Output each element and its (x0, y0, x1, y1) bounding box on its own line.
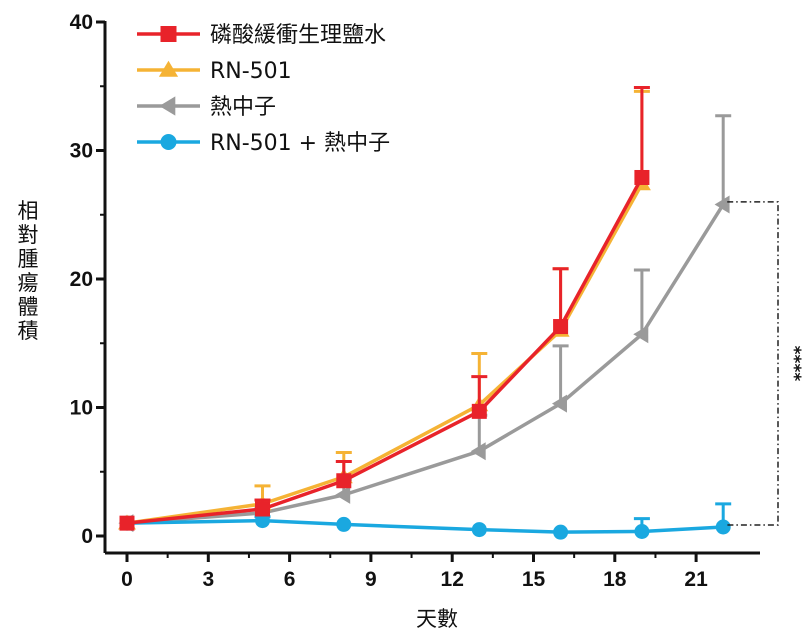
y-tick-label: 30 (70, 140, 93, 163)
data-point (715, 519, 731, 535)
x-axis-title: 天數 (416, 607, 458, 631)
data-point (255, 501, 270, 517)
x-tick-label: 3 (202, 568, 214, 591)
legend-label: RN-501 + 熱中子 (210, 131, 390, 156)
series-3 (119, 502, 732, 540)
legend-marker (160, 26, 177, 42)
x-tick-label: 0 (121, 568, 133, 591)
axes: 0 10 20 30 40 0 3 6 9 12 15 18 21 (70, 11, 760, 591)
legend-label: 磷酸緩衝生理鹽水 (210, 23, 386, 48)
data-point (471, 403, 487, 419)
data-point (335, 485, 351, 504)
data-point (714, 195, 730, 214)
y-tick-label: 10 (70, 397, 93, 420)
series-line (126, 203, 725, 525)
data-point (471, 522, 487, 538)
annotation-layer: **** (727, 201, 804, 526)
series-line (126, 183, 644, 525)
x-tick-label: 6 (284, 568, 296, 591)
legend-marker (160, 134, 177, 150)
legend-label: RN-501 (210, 59, 292, 84)
y-axis-title: 相對腫瘍體積 (18, 199, 39, 343)
x-tick-label: 9 (365, 568, 377, 591)
series-layer (118, 86, 732, 540)
legend-item: RN-501 (137, 59, 292, 84)
series-line (126, 176, 644, 525)
data-point (551, 394, 567, 413)
legend-label: 熱中子 (210, 95, 276, 120)
series-0 (119, 86, 650, 531)
data-point (119, 515, 135, 531)
x-tick-label: 15 (522, 568, 546, 591)
legend-marker (159, 96, 176, 116)
series-line (126, 518, 724, 534)
data-point (553, 524, 569, 540)
data-point (633, 325, 649, 344)
significance-bracket (727, 201, 779, 526)
y-tick-label: 40 (70, 11, 93, 34)
data-point (634, 524, 650, 540)
legend: 磷酸緩衝生理鹽水 RN-501 熱中子 RN-501 + 熱中子 (137, 23, 390, 156)
data-point (336, 516, 352, 532)
legend-item: 熱中子 (137, 95, 276, 120)
y-tick-label: 20 (70, 268, 93, 291)
significance-label: **** (784, 346, 804, 382)
legend-item: RN-501 + 熱中子 (137, 131, 390, 156)
data-point (470, 442, 486, 461)
y-tick-label: 0 (81, 525, 93, 548)
data-point (553, 319, 569, 335)
data-point (255, 513, 270, 529)
data-point (336, 473, 352, 489)
x-tick-label: 12 (441, 568, 464, 591)
legend-marker (158, 60, 179, 77)
legend-item: 磷酸緩衝生理鹽水 (137, 23, 386, 48)
x-tick-label: 18 (603, 568, 627, 591)
data-point (634, 169, 650, 185)
x-tick-label: 21 (684, 568, 708, 591)
